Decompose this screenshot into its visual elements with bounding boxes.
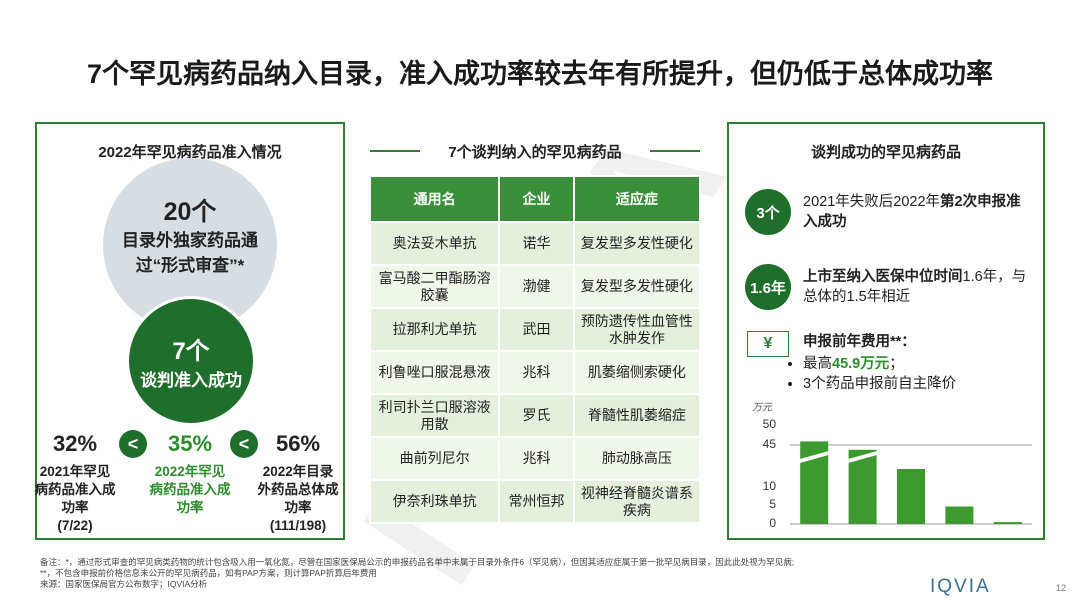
table-cell: 罗氏 <box>498 393 575 438</box>
table-cell: 兆科 <box>498 436 575 481</box>
reviewed-label: 目录外独家药品通过“形式审查”* <box>122 231 258 275</box>
table-header: 通用名 企业 适应症 <box>368 175 702 223</box>
rate-text: 2022年罕见病药品准入成功率 <box>149 464 231 515</box>
slide-title: 7个罕见病药品纳入目录，准入成功率较去年有所提升，但仍低于总体成功率 <box>86 59 993 89</box>
table-cell: 武田 <box>498 307 575 352</box>
axis-break <box>796 450 833 464</box>
y-tick-label: 50 <box>763 417 777 431</box>
comparator: < <box>119 430 147 458</box>
text-part: 1.6年，与总体的1.5年相近 <box>803 269 1027 305</box>
table-row: 曲前列尼尔 兆科 肺动脉高压 <box>368 436 702 481</box>
column-header: 企业 <box>498 175 575 223</box>
rate-value: 56% <box>275 431 321 456</box>
logo: IQVIA <box>930 576 991 597</box>
rate-note: (7/22) <box>57 518 93 533</box>
table-cell: 诺华 <box>498 221 575 266</box>
y-unit: 万元 <box>752 403 773 414</box>
rate-text: 2021年罕见病药品准入成功率 <box>34 464 116 515</box>
table-cell: 曲前列尼尔 <box>368 436 501 481</box>
cost-bullet: 最高45.9万元； <box>803 354 1033 374</box>
rate-label: 2021年罕见病药品准入成功率 (7/22) <box>34 463 116 535</box>
point-text: 上市至纳入医保中位时间1.6年，与总体的1.5年相近 <box>803 267 1033 307</box>
bar <box>848 449 877 524</box>
panel-heading: 谈判成功的罕见病药品 <box>810 144 961 161</box>
rate-label: 2022年罕见病药品准入成功率 <box>149 463 231 517</box>
left-panel <box>35 122 345 540</box>
table-row: 奥法妥木单抗 诺华 复发型多发性硬化 <box>368 221 702 266</box>
y-tick-label: 10 <box>763 479 777 493</box>
rate-label: 2022年目录外药品总体成功率 (111/198) <box>257 463 339 535</box>
comparator: < <box>230 430 258 458</box>
page-number: 12 <box>1056 583 1067 593</box>
footnote: 来源：国家医保局官方公布数字；IQVIA分析 <box>40 579 208 589</box>
text-part: 2021年失败后2022年 <box>803 194 941 210</box>
text-part: 3个药品申报前自主降价 <box>803 376 957 392</box>
reviewed-count: 20个 <box>163 198 217 226</box>
column-header: 适应症 <box>572 175 702 223</box>
table-row: 富马酸二甲酯肠溶胶囊 渤健 复发型多发性硬化 <box>368 264 702 309</box>
rate-text: 2022年目录外药品总体成功率 <box>257 464 339 515</box>
right-panel <box>727 122 1045 540</box>
table-cell: 富马酸二甲酯肠溶胶囊 <box>368 264 501 309</box>
cost-chart: 万元 0 5 10 45 50 <box>752 403 1032 530</box>
badge: 3个 <box>745 189 791 235</box>
panel-heading: 2022年罕见病药品准入情况 <box>98 144 282 161</box>
y-tick-label: 5 <box>769 497 776 511</box>
bar <box>993 522 1022 524</box>
table-body: 奥法妥木单抗 诺华 复发型多发性硬化 富马酸二甲酯肠溶胶囊 渤健 复发型多发性硬化 拉那利尤… <box>368 221 702 524</box>
table-cell: 兆科 <box>498 350 575 395</box>
text-part: ； <box>889 356 904 372</box>
table-row: 拉那利尤单抗 武田 预防遗传性血管性水肿发作 <box>368 307 702 352</box>
approved-label: 谈判准入成功 <box>140 371 242 390</box>
cost-bullet: 3个药品申报前自主降价 <box>803 374 1033 394</box>
y-tick-label: 45 <box>763 437 777 451</box>
table-cell: 视神经脊髓炎谱系疾病 <box>572 479 702 524</box>
footnote: **，不包含申报前价格信息未公开的罕见病药品，如有PAP方案，则计算PAP折算后… <box>40 568 377 578</box>
table-cell: 脊髓性肌萎缩症 <box>572 393 702 438</box>
table-cell: 利鲁唑口服混悬液 <box>368 350 501 395</box>
rate-value: 32% <box>52 431 98 456</box>
approved-circle: 7个 谈判准入成功 <box>126 296 256 426</box>
heading-rule <box>650 150 700 152</box>
table-cell: 拉那利尤单抗 <box>368 307 501 352</box>
table-cell: 肌萎缩侧索硬化 <box>572 350 702 395</box>
badge: 1.6年 <box>745 264 791 310</box>
panel-heading: 7个谈判纳入的罕见病药品 <box>448 144 622 161</box>
table-cell: 渤健 <box>498 264 575 309</box>
point-text: 2021年失败后2022年第2次申报准入成功 <box>803 192 1033 232</box>
table-cell: 常州恒邦 <box>498 479 575 524</box>
table-cell: 复发型多发性硬化 <box>572 221 702 266</box>
cost-heading: 申报前年费用**： <box>803 334 916 350</box>
y-tick-label: 0 <box>769 516 776 530</box>
table-cell: 伊奈利珠单抗 <box>368 479 501 524</box>
table-row: 伊奈利珠单抗 常州恒邦 视神经脊髓炎谱系疾病 <box>368 479 702 524</box>
approved-count: 7个 <box>172 338 210 365</box>
table-row: 利司扑兰口服溶液用散 罗氏 脊髓性肌萎缩症 <box>368 393 702 438</box>
table-row: 利鲁唑口服混悬液 兆科 肌萎缩侧索硬化 <box>368 350 702 395</box>
cost-bullets: 最高45.9万元； 3个药品申报前自主降价 <box>785 354 1033 394</box>
table-cell: 奥法妥木单抗 <box>368 221 501 266</box>
rate-value: 35% <box>167 431 213 456</box>
heading-rule <box>370 150 420 152</box>
table-cell: 利司扑兰口服溶液用散 <box>368 393 501 438</box>
table-cell: 肺动脉高压 <box>572 436 702 481</box>
column-header: 通用名 <box>368 175 501 223</box>
footnote: 备注：*，通过形式审查的罕见病类药物的统计包含吸入用一氧化氮，尽管在国家医保局公… <box>40 557 795 567</box>
bar <box>897 469 925 524</box>
text-part: 45.9万元 <box>832 356 890 372</box>
footnotes: 备注：*，通过形式审查的罕见病类药物的统计包含吸入用一氧化氮，尽管在国家医保局公… <box>40 557 794 590</box>
drug-table: 通用名 企业 适应症 奥法妥木单抗 诺华 复发型多发性硬化 富马酸二甲酯肠溶胶囊 渤健 复发型… <box>368 175 702 524</box>
text-part: 上市至纳入医保中位时间 <box>803 269 963 285</box>
cost-badge: ¥ <box>747 331 789 357</box>
rate-note: (111/198) <box>269 518 327 533</box>
bar <box>945 506 974 524</box>
table-cell: 预防遗传性血管性水肿发作 <box>572 307 702 352</box>
reviewed-circle: 20个 目录外独家药品通过“形式审查”* <box>103 158 277 332</box>
axis-break <box>844 450 881 464</box>
text-part: 最高 <box>803 356 832 372</box>
table-cell: 复发型多发性硬化 <box>572 264 702 309</box>
text-part: 第2次申报准入成功 <box>803 194 1021 230</box>
